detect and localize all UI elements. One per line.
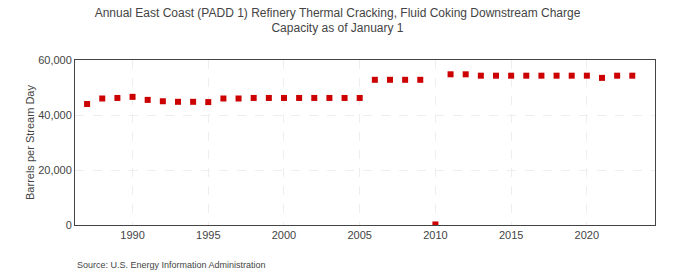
svg-text:2015: 2015 xyxy=(499,229,523,241)
svg-text:60,000: 60,000 xyxy=(38,54,72,66)
svg-text:1990: 1990 xyxy=(120,229,144,241)
svg-text:Source: U.S. Energy Informatio: Source: U.S. Energy Information Administ… xyxy=(77,260,266,270)
svg-text:2000: 2000 xyxy=(272,229,296,241)
svg-text:0: 0 xyxy=(66,219,72,231)
svg-text:40,000: 40,000 xyxy=(38,109,72,121)
svg-text:20,000: 20,000 xyxy=(38,164,72,176)
svg-text:Annual East Coast (PADD 1) Ref: Annual East Coast (PADD 1) Refinery Ther… xyxy=(95,6,581,36)
svg-text:2020: 2020 xyxy=(575,229,599,241)
svg-text:2010: 2010 xyxy=(423,229,447,241)
svg-text:1995: 1995 xyxy=(196,229,220,241)
svg-text:2005: 2005 xyxy=(347,229,371,241)
svg-text:Barrels per Stream Day: Barrels per Stream Day xyxy=(24,85,36,200)
